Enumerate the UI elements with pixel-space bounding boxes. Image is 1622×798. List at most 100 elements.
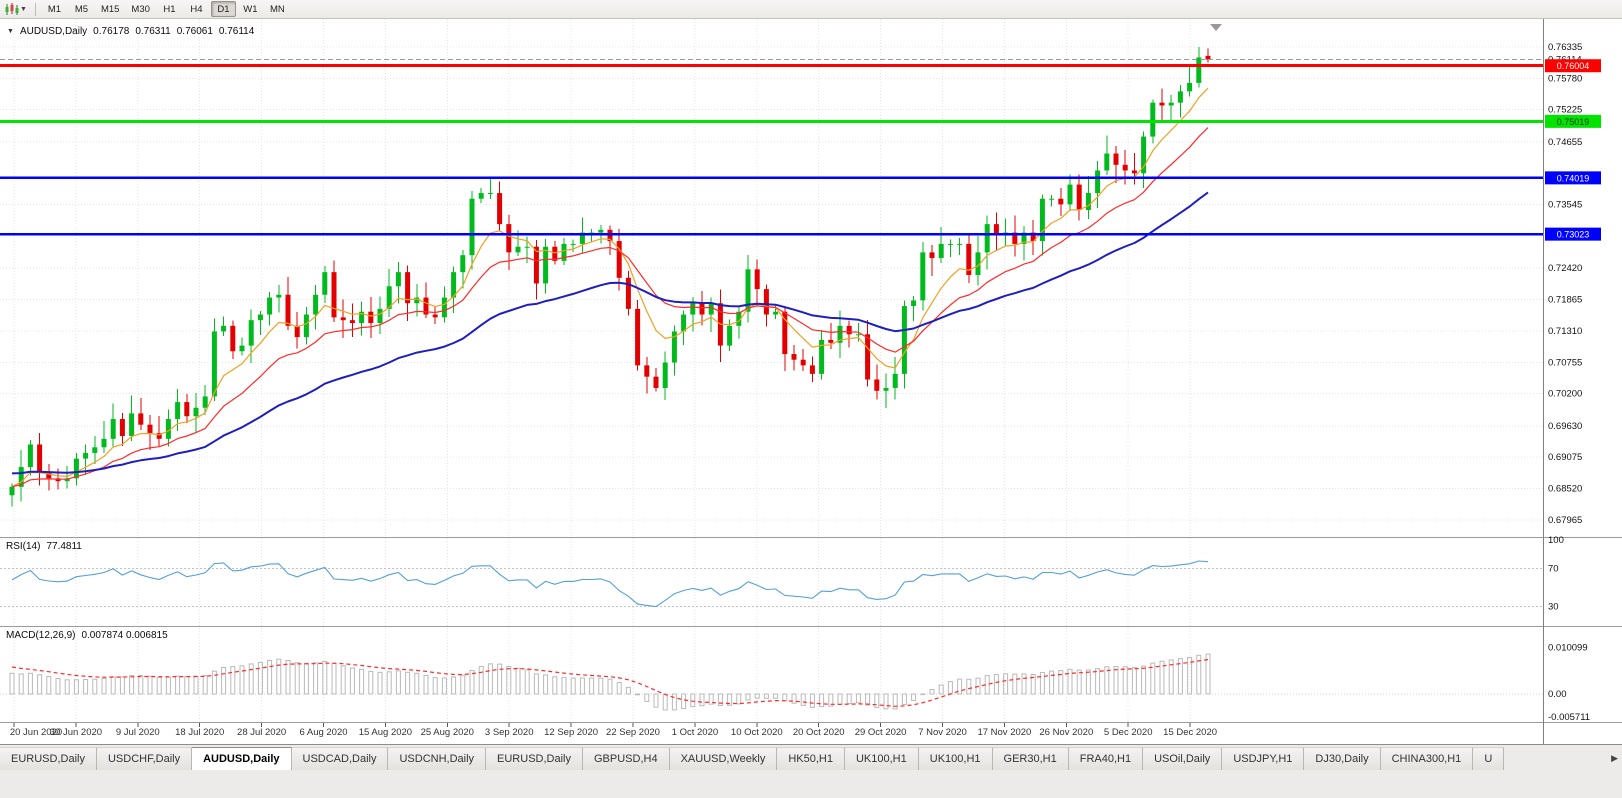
chart-tab[interactable]: HK50,H1 [777, 747, 845, 770]
timeframe-button-m15[interactable]: M15 [96, 1, 124, 17]
macd-bar [1205, 653, 1211, 695]
timeframe-button-d1[interactable]: D1 [210, 1, 236, 17]
macd-axis-label: 0.010099 [1548, 643, 1588, 654]
macd-bar [681, 693, 687, 710]
chart-tab[interactable]: USDCNH,Daily [388, 747, 487, 770]
macd-bar [303, 662, 309, 695]
macd-bar [644, 693, 650, 702]
macd-bar [1049, 670, 1055, 695]
chart-tab[interactable]: XAUUSD,Weekly [669, 747, 778, 770]
macd-bar [708, 693, 714, 705]
chart-tab[interactable]: EURUSD,Daily [486, 747, 583, 770]
macd-bar [1076, 669, 1082, 695]
timeframe-button-m5[interactable]: M5 [69, 1, 94, 17]
macd-bar [966, 678, 972, 695]
macd-bar [1058, 670, 1064, 695]
candle-body [929, 252, 935, 259]
candle-body [708, 303, 714, 315]
chart-tab[interactable]: AUDUSD,Daily [192, 747, 292, 770]
candle-body [202, 396, 208, 408]
time-axis-label: 5 Dec 2020 [1104, 727, 1153, 738]
auto-scroll-marker[interactable] [1210, 24, 1222, 31]
chart-tab[interactable]: USDCAD,Daily [291, 747, 389, 770]
candle-body [1196, 57, 1202, 83]
chart-tab[interactable]: EURUSD,Daily [0, 747, 97, 770]
candle-body [285, 294, 291, 326]
candle-body [524, 246, 530, 248]
candle-body [561, 243, 567, 261]
timeframe-button-h4[interactable]: H4 [184, 1, 209, 17]
price-axis-label: 0.75780 [1548, 73, 1582, 84]
chart-tab[interactable]: USDJPY,H1 [1222, 747, 1305, 770]
candle-body [727, 325, 733, 346]
candle-body [1076, 184, 1082, 211]
candle-body [165, 419, 171, 439]
chart-tab-bar: EURUSD,Daily USDCHF,Daily AUDUSD,Daily USDC… [0, 744, 1622, 798]
time-axis-label: 17 Nov 2020 [977, 727, 1031, 738]
timeframe-button-m30[interactable]: M30 [126, 1, 154, 17]
chart-tab[interactable]: CHINA300,H1 [1380, 747, 1474, 770]
candle-body [552, 246, 558, 261]
macd-bar [837, 693, 843, 705]
timeframe-button-mn[interactable]: MN [265, 1, 290, 17]
candle-body [294, 325, 300, 338]
time-axis-label: 20 Jun 2020 [10, 727, 62, 738]
macd-bar [543, 674, 549, 695]
macd-bar [846, 693, 852, 705]
chart-tab[interactable]: GER30,H1 [992, 747, 1069, 770]
candle-body [920, 252, 926, 301]
ohlc-low: 0.76061 [176, 26, 213, 37]
chart-tab[interactable]: DJ30,Daily [1304, 747, 1381, 770]
candle-body [92, 447, 98, 453]
timeframe-button-w1[interactable]: W1 [238, 1, 263, 17]
macd-bar [865, 693, 871, 706]
chart-tab[interactable]: USDCHF,Daily [96, 747, 193, 770]
candle-body [478, 193, 484, 199]
candle-body [349, 320, 355, 323]
macd-bar [911, 693, 917, 701]
chart-type-dropdown-caret[interactable]: ▼ [20, 5, 27, 13]
macd-bar [285, 660, 291, 695]
candle-body [699, 303, 705, 315]
macd-bar [331, 663, 337, 695]
chart-tab[interactable]: UK100,H1 [844, 747, 919, 770]
candle-body [993, 224, 999, 236]
chart-tab[interactable]: UK100,H1 [918, 747, 993, 770]
rsi-value: 77.4811 [46, 541, 82, 552]
symbol-collapse-icon[interactable]: ▼ [7, 28, 14, 35]
candle-body [1131, 170, 1137, 174]
candle-body [653, 376, 659, 388]
macd-bar [579, 677, 585, 695]
candle-body [1067, 184, 1073, 205]
tab-scroll-right-icon[interactable]: ▶ [1611, 753, 1618, 763]
candle-body [313, 294, 319, 315]
price-axis-label: 0.75225 [1548, 105, 1582, 116]
rsi-indicator-title: RSI(14) 77.4811 [6, 541, 82, 552]
macd-bar [386, 671, 392, 695]
chart-canvas[interactable]: 0.76335 0.75780 0.75225 0.74655 0.73545 0.724… [0, 0, 1622, 744]
candle-body [616, 241, 622, 278]
macd-bar [616, 682, 622, 695]
timeframe-button-h1[interactable]: H1 [157, 1, 182, 17]
macd-bar [653, 693, 659, 708]
candlestick-chart-icon[interactable] [4, 2, 19, 16]
rsi-label: RSI(14) [6, 541, 41, 552]
macd-bar [460, 674, 466, 695]
candle-body [1150, 102, 1156, 137]
price-axis-label: 0.71865 [1548, 295, 1582, 306]
macd-bar [993, 674, 999, 695]
horizontal-levels[interactable] [0, 59, 1543, 236]
candle-body [1104, 153, 1110, 171]
chart-tab[interactable]: USOil,Daily [1143, 747, 1223, 770]
time-axis-label: 3 Sep 2020 [485, 727, 534, 738]
chart-tab[interactable]: U [1473, 747, 1505, 770]
macd-bar [9, 672, 15, 695]
candle-body [671, 331, 677, 363]
chart-tab[interactable]: FRA40,H1 [1068, 747, 1144, 770]
candle-body [681, 314, 687, 332]
candle-body [791, 354, 797, 360]
macd-bar [441, 677, 447, 695]
time-axis-label: 6 Aug 2020 [299, 727, 347, 738]
chart-tab[interactable]: GBPUSD,H4 [583, 747, 670, 770]
timeframe-button-m1[interactable]: M1 [42, 1, 67, 17]
